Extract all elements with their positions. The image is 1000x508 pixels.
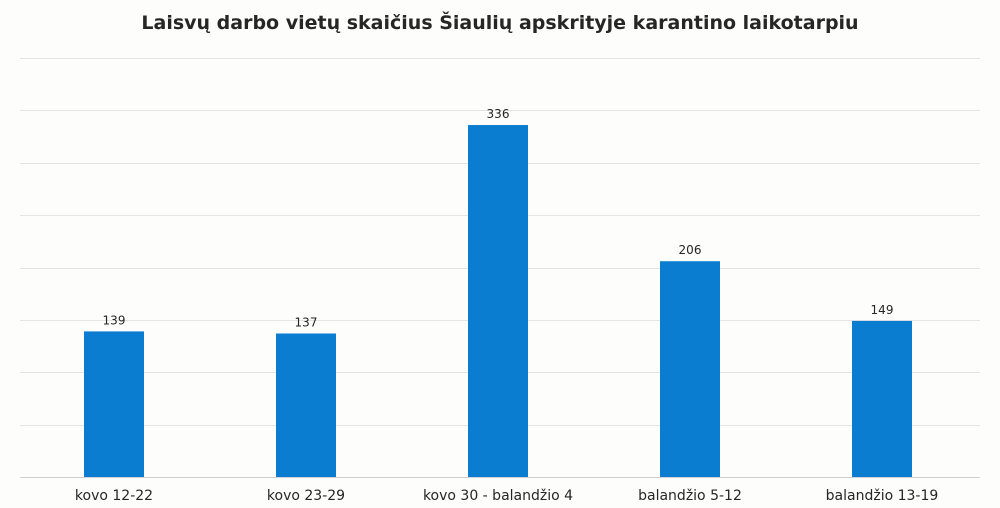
bar — [84, 331, 144, 477]
bar — [276, 333, 336, 477]
bar — [660, 261, 720, 477]
x-tick-label: kovo 12-22 — [75, 488, 153, 504]
bars — [84, 125, 912, 477]
data-label: 336 — [487, 107, 510, 121]
x-tick-label: balandžio 5-12 — [638, 488, 742, 504]
bar — [468, 125, 528, 477]
x-axis-ticks: kovo 12-22 kovo 23-29 kovo 30 - balandžio … — [75, 488, 938, 504]
data-label: 206 — [679, 243, 702, 257]
bar — [852, 320, 912, 477]
data-label: 139 — [103, 313, 126, 327]
data-label: 137 — [295, 315, 318, 329]
chart-title: Laisvų darbo vietų skaičius Šiaulių apsk… — [141, 12, 859, 34]
data-labels: 139 137 336 206 149 — [103, 107, 894, 329]
x-tick-label: kovo 23-29 — [267, 488, 345, 504]
x-tick-label: kovo 30 - balandžio 4 — [423, 488, 573, 504]
data-label: 149 — [871, 303, 894, 317]
x-tick-label: balandžio 13-19 — [826, 488, 939, 504]
